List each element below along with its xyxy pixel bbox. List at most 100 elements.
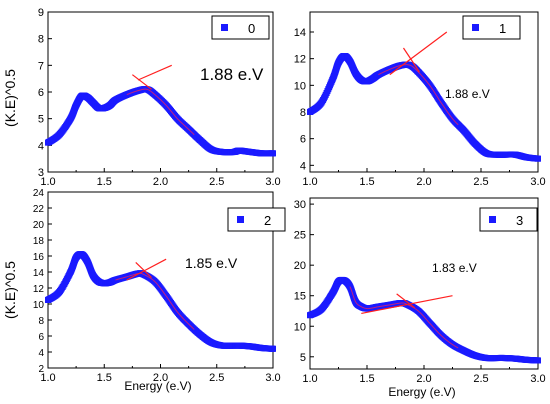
y-tick-label: 8 xyxy=(300,107,306,119)
legend-marker xyxy=(221,24,228,31)
data-series xyxy=(307,52,541,162)
legend-marker xyxy=(472,24,479,31)
bandgap-annotation: 1.85 e.V xyxy=(185,255,238,271)
y-tick-label: 14 xyxy=(33,268,45,279)
y-tick-label: 10 xyxy=(294,321,306,333)
legend-marker xyxy=(237,216,244,223)
y-tick-label: 24 xyxy=(33,188,45,199)
x-tick-label: 1.5 xyxy=(359,373,374,385)
y-axis-label-top: (K.E)^0.5 xyxy=(2,69,18,127)
bandgap-annotation: 1.88 e.V xyxy=(445,87,490,101)
legend: 2 xyxy=(227,207,286,232)
x-tick-label: 2.0 xyxy=(153,176,168,188)
tangent-line xyxy=(135,261,152,279)
y-tick-label: 14 xyxy=(294,27,306,39)
legend-label: 1 xyxy=(499,21,506,36)
x-tick-label: 1.5 xyxy=(97,372,112,384)
y-tick-label: 18 xyxy=(33,236,45,247)
x-axis-label-left: Energy (e.V) xyxy=(124,379,191,393)
chart-panel-3: 1.0 1.5 2.0 2.5 3.0 5 10 15 20 25 30 1.83 e.V 3 xyxy=(294,197,546,385)
y-tick-label: 5 xyxy=(300,352,306,364)
legend-box xyxy=(227,207,286,232)
data-point xyxy=(535,155,541,162)
x-tick-label: 1.5 xyxy=(97,176,112,188)
y-tick-label: 8 xyxy=(38,34,44,46)
x-tick-label: 2.5 xyxy=(209,372,224,384)
bandgap-annotation: 1.83 e.V xyxy=(432,261,477,275)
data-series xyxy=(45,251,276,352)
x-tick-label: 2.5 xyxy=(209,176,224,188)
y-tick-label: 16 xyxy=(33,252,45,263)
tangent-line xyxy=(137,64,172,81)
legend-label: 2 xyxy=(264,213,271,228)
legend-marker xyxy=(489,216,496,223)
y-tick-label: 10 xyxy=(33,300,45,311)
chart-panel-0: 1.0 1.5 2.0 2.5 3.0 3 4 5 6 7 8 9 1.88 e.V 0 xyxy=(38,7,281,188)
x-tick-label: 1.0 xyxy=(40,372,55,384)
x-tick-label: 2.0 xyxy=(416,373,431,385)
y-tick-label: 4 xyxy=(300,160,306,172)
x-tick-label: 1.0 xyxy=(302,373,317,385)
legend-box xyxy=(462,15,521,40)
x-tick-label: 2.5 xyxy=(473,176,488,188)
data-point xyxy=(270,150,276,157)
y-tick-label: 25 xyxy=(294,230,306,242)
legend-label: 3 xyxy=(516,213,523,228)
data-series xyxy=(45,86,276,157)
data-point xyxy=(270,345,276,352)
y-tick-label: 6 xyxy=(38,87,44,99)
y-tick-label: 22 xyxy=(33,204,45,215)
legend: 3 xyxy=(479,207,538,232)
fit-curve xyxy=(126,88,195,136)
fit-curve xyxy=(349,286,459,349)
tangent-line xyxy=(126,258,167,281)
y-tick-label: 20 xyxy=(33,220,45,231)
y-tick-label: 12 xyxy=(33,284,45,295)
y-tick-label: 4 xyxy=(38,140,44,152)
x-tick-label: 2.5 xyxy=(473,373,488,385)
x-tick-label: 1.5 xyxy=(359,176,374,188)
y-tick-label: 15 xyxy=(294,291,306,303)
x-tick-label: 2.0 xyxy=(416,176,431,188)
legend-box xyxy=(211,15,270,40)
y-tick-label: 7 xyxy=(38,60,44,72)
y-tick-label: 9 xyxy=(38,7,44,19)
y-tick-label: 5 xyxy=(38,114,44,126)
x-tick-label: 3.0 xyxy=(530,373,545,385)
bandgap-annotation: 1.88 e.V xyxy=(200,65,264,84)
y-tick-label: 12 xyxy=(294,54,306,66)
tangent-line xyxy=(402,47,420,73)
x-tick-label: 1.0 xyxy=(302,176,317,188)
x-tick-label: 2.0 xyxy=(153,372,168,384)
y-tick-label: 20 xyxy=(294,260,306,272)
x-tick-label: 3.0 xyxy=(265,176,280,188)
y-tick-label: 8 xyxy=(38,316,44,327)
legend-label: 0 xyxy=(248,21,255,36)
data-series xyxy=(307,276,541,364)
y-tick-label: 10 xyxy=(294,80,306,92)
tangent-line xyxy=(389,31,448,76)
y-tick-label: 30 xyxy=(294,199,306,211)
x-tick-label: 3.0 xyxy=(265,372,280,384)
x-tick-label: 3.0 xyxy=(530,176,545,188)
tangent-line xyxy=(361,295,453,315)
y-axis-label-bottom: (K.E)^0.5 xyxy=(2,261,18,319)
y-tick-label: 6 xyxy=(38,332,44,343)
legend-box xyxy=(479,207,538,232)
data-point xyxy=(535,357,541,364)
fit-curve xyxy=(378,64,459,126)
legend: 0 xyxy=(211,15,270,40)
x-axis-label-right: Energy (e.V) xyxy=(388,385,455,399)
y-tick-label: 4 xyxy=(38,348,44,359)
x-tick-label: 1.0 xyxy=(40,176,55,188)
chart-panel-2: 1.0 1.5 2.0 2.5 3.0246810121416182022241.85 … xyxy=(33,188,286,384)
fit-curve xyxy=(115,272,195,330)
chart-panel-1: 1.0 1.5 2.0 2.5 3.0 4 6 8 10 12 14 1.88 e.V 1 xyxy=(294,11,546,188)
y-tick-label: 6 xyxy=(300,134,306,146)
legend: 1 xyxy=(462,15,521,40)
y-tick-label: 3 xyxy=(38,167,44,179)
tangent-line xyxy=(132,74,152,90)
tangent-line xyxy=(396,293,416,309)
y-tick-label: 2 xyxy=(38,364,44,375)
